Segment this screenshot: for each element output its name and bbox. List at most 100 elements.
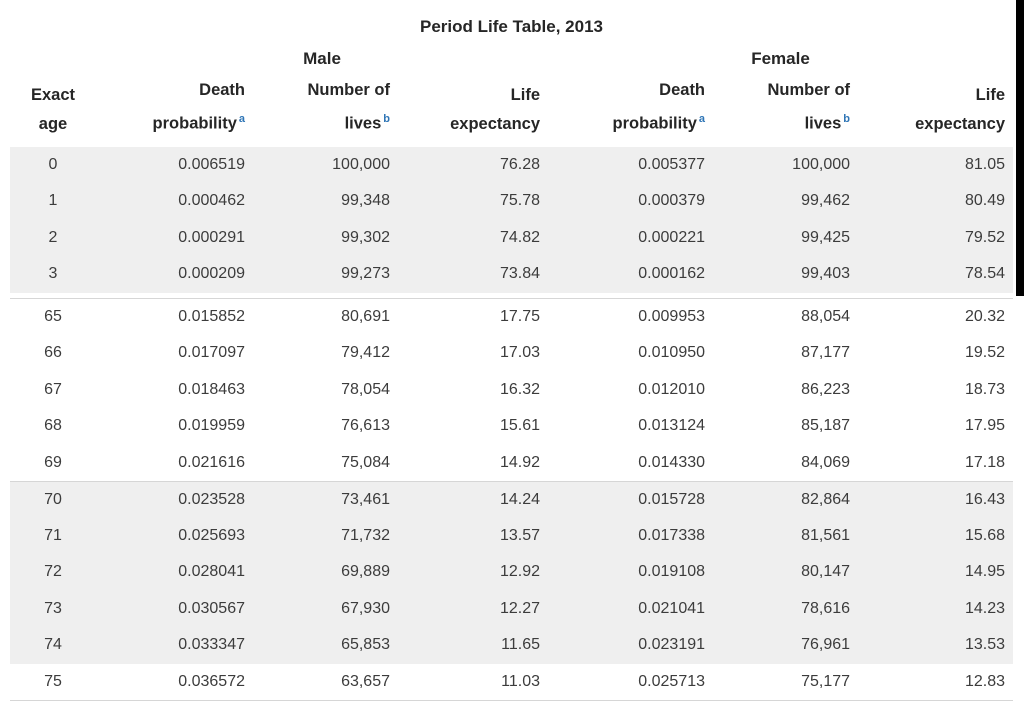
cell-value: 16.43 <box>858 480 1014 518</box>
cell-exact-age: 0 <box>10 146 96 183</box>
cell-value: 0.030567 <box>96 590 253 627</box>
cell-value: 12.92 <box>398 554 549 591</box>
cell-value: 0.019108 <box>548 554 714 591</box>
cell-value: 13.53 <box>858 627 1014 664</box>
cell-value: 99,273 <box>253 256 398 293</box>
female-group-header: Female <box>751 49 810 68</box>
cell-value: 0.028041 <box>96 554 253 591</box>
cell-value: 0.017338 <box>548 517 714 554</box>
cell-value: 99,348 <box>253 183 398 220</box>
cell-value: 0.015728 <box>548 480 714 518</box>
cell-exact-age: 66 <box>10 335 96 372</box>
table-row-age-68: 68 0.019959 76,613 15.61 0.013124 85,187 17.95 <box>10 408 1014 445</box>
cell-value: 75,177 <box>713 663 859 701</box>
column-header-row: Exact age Death probability a Number of l… <box>10 76 1013 147</box>
cell-value: 0.009953 <box>548 298 714 335</box>
cell-value: 85,187 <box>713 408 859 445</box>
cell-value: 14.23 <box>858 590 1014 627</box>
cell-value: 79.52 <box>858 219 1014 256</box>
cell-value: 86,223 <box>713 371 859 408</box>
cell-value: 76,961 <box>713 627 859 664</box>
cell-value: 0.013124 <box>548 408 714 445</box>
cell-value: 87,177 <box>713 335 859 372</box>
cell-exact-age: 72 <box>10 554 96 591</box>
cell-value: 0.005377 <box>548 146 714 183</box>
table-row-age-3: 3 0.000209 99,273 73.84 0.000162 99,403 78.54 <box>10 256 1014 293</box>
table-row-age-65: 65 0.015852 80,691 17.75 0.009953 88,054 20.32 <box>10 298 1014 335</box>
cell-value: 76,613 <box>253 408 398 445</box>
cell-value: 14.95 <box>858 554 1014 591</box>
cell-value: 0.000209 <box>96 256 253 293</box>
footnote-a-link[interactable]: a <box>238 113 245 125</box>
cell-value: 75.78 <box>398 183 549 220</box>
cell-value: 0.000462 <box>96 183 253 220</box>
cell-value: 0.025693 <box>96 517 253 554</box>
footnote-b-link[interactable]: b <box>843 113 851 125</box>
cell-exact-age: 3 <box>10 256 96 293</box>
cell-value: 18.73 <box>858 371 1014 408</box>
cell-value: 74.82 <box>398 219 549 256</box>
male-group-header: Male <box>303 49 341 68</box>
page-title: Period Life Table, 2013 <box>420 17 603 36</box>
table-row-age-70: 70 0.023528 73,461 14.24 0.015728 82,864 16.43 <box>10 480 1014 518</box>
cell-value: 0.023528 <box>96 480 253 518</box>
life-table-header: Male Female Exact age Death probability a… <box>10 42 1013 147</box>
footnote-a-link[interactable]: a <box>698 113 706 125</box>
cell-exact-age: 1 <box>10 183 96 220</box>
cell-value: 0.025713 <box>548 663 714 701</box>
col-header-male-number-of-lives: Number of lives b <box>307 81 391 133</box>
cell-value: 73,461 <box>253 480 398 518</box>
cell-value: 20.32 <box>858 298 1014 335</box>
cell-exact-age: 70 <box>10 480 96 518</box>
col-header-male-life-expectancy: Life expectancy <box>450 85 541 133</box>
cell-value: 75,084 <box>253 444 398 481</box>
section-gap <box>10 292 1014 299</box>
cell-value: 69,889 <box>253 554 398 591</box>
table-row-age-0: 0 0.006519 100,000 76.28 0.005377 100,000 81.0… <box>10 146 1014 183</box>
cell-value: 78.54 <box>858 256 1014 293</box>
cell-value: 99,302 <box>253 219 398 256</box>
cell-value: 0.000221 <box>548 219 714 256</box>
cell-value: 84,069 <box>713 444 859 481</box>
table-row-age-73: 73 0.030567 67,930 12.27 0.021041 78,616 14.23 <box>10 590 1014 627</box>
cell-value: 0.010950 <box>548 335 714 372</box>
cell-value: 79,412 <box>253 335 398 372</box>
cell-value: 65,853 <box>253 627 398 664</box>
cell-value: 0.006519 <box>96 146 253 183</box>
col-header-exact-age: Exact age <box>30 85 76 133</box>
cell-value: 99,403 <box>713 256 859 293</box>
cell-value: 0.036572 <box>96 663 253 701</box>
cell-value: 99,462 <box>713 183 859 220</box>
cell-value: 12.27 <box>398 590 549 627</box>
cell-value: 0.018463 <box>96 371 253 408</box>
table-row-age-74: 74 0.033347 65,853 11.65 0.023191 76,961 13.53 <box>10 627 1014 664</box>
cell-value: 12.83 <box>858 663 1014 701</box>
cell-value: 17.03 <box>398 335 549 372</box>
table-row-age-67: 67 0.018463 78,054 16.32 0.012010 86,223 18.73 <box>10 371 1014 408</box>
cell-exact-age: 73 <box>10 590 96 627</box>
cell-value: 0.021616 <box>96 444 253 481</box>
cell-exact-age: 68 <box>10 408 96 445</box>
cell-value: 0.021041 <box>548 590 714 627</box>
cell-exact-age: 2 <box>10 219 96 256</box>
cell-value: 15.68 <box>858 517 1014 554</box>
col-header-female-death-probability: Death probability a <box>612 81 706 133</box>
cell-value: 100,000 <box>253 146 398 183</box>
cell-value: 0.033347 <box>96 627 253 664</box>
cell-value: 14.92 <box>398 444 549 481</box>
cell-value: 78,054 <box>253 371 398 408</box>
table-row-age-1: 1 0.000462 99,348 75.78 0.000379 99,462 80.49 <box>10 183 1014 220</box>
cell-exact-age: 69 <box>10 444 96 481</box>
cell-value: 19.52 <box>858 335 1014 372</box>
cell-value: 0.019959 <box>96 408 253 445</box>
life-table-body: 0 0.006519 100,000 76.28 0.005377 100,000 81.0… <box>10 146 1014 701</box>
footnote-b-link[interactable]: b <box>383 113 390 125</box>
life-table: Male Female Exact age Death probability a… <box>10 42 1014 701</box>
cell-exact-age: 67 <box>10 371 96 408</box>
col-header-female-life-expectancy: Life expectancy <box>915 85 1006 133</box>
col-header-male-death-probability: Death probability a <box>152 81 245 133</box>
group-header-row: Male Female <box>10 42 1013 76</box>
cell-value: 13.57 <box>398 517 549 554</box>
cell-value: 0.000291 <box>96 219 253 256</box>
